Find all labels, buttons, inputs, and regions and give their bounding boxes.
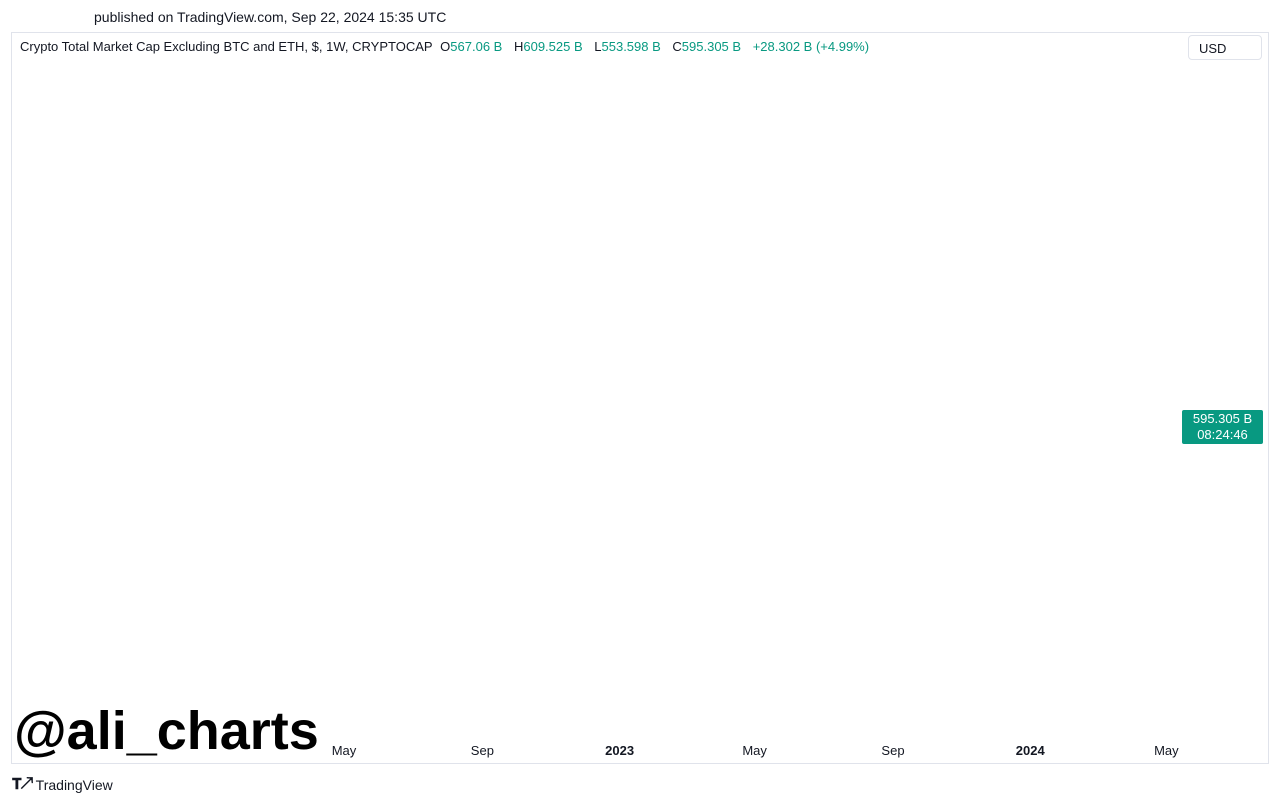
tradingview-logo-icon: 𝐓↗ [12, 776, 33, 793]
x-tick-label: Sep [471, 743, 494, 758]
ohlc-low-label: L [594, 39, 602, 54]
x-tick-label: Sep [881, 743, 904, 758]
chart-frame [11, 32, 1269, 764]
currency-button[interactable]: USD [1188, 35, 1262, 60]
published-caption: published on TradingView.com, Sep 22, 20… [94, 9, 447, 25]
ohlc-close-value: 595.305 B [681, 39, 742, 54]
ohlc-close-label: C [672, 39, 682, 54]
ohlc-change-value: +28.302 B (+4.99%) [752, 39, 870, 54]
tradingview-brand[interactable]: 𝐓↗ TradingView [12, 776, 113, 793]
ohlc-low-value: 553.598 B [601, 39, 661, 54]
symbol-title: Crypto Total Market Cap Excluding BTC an… [20, 39, 433, 54]
ohlc-open-value: 567.06 B [450, 39, 503, 54]
x-tick-label: May [332, 743, 357, 758]
x-tick-label: 2023 [605, 743, 634, 758]
ohlc-high-label: H [513, 39, 524, 54]
current-price-badge: 595.305 B 08:24:46 [1182, 410, 1263, 444]
current-price-value: 595.305 B [1192, 411, 1253, 426]
x-axis: MaySep2023MaySep2024MaySep2025 [332, 743, 1179, 758]
x-tick-label: 2024 [1016, 743, 1046, 758]
brand-label: TradingView [35, 776, 113, 793]
bar-countdown: 08:24:46 [1197, 427, 1248, 442]
author-watermark: @ali_charts [14, 701, 319, 761]
x-tick-label: May [1154, 743, 1179, 758]
x-tick-label: May [742, 743, 767, 758]
symbol-legend: Crypto Total Market Cap Excluding BTC an… [20, 39, 877, 54]
ohlc-high-value: 609.525 B [523, 39, 583, 54]
ohlc-open-label: O [440, 39, 451, 54]
